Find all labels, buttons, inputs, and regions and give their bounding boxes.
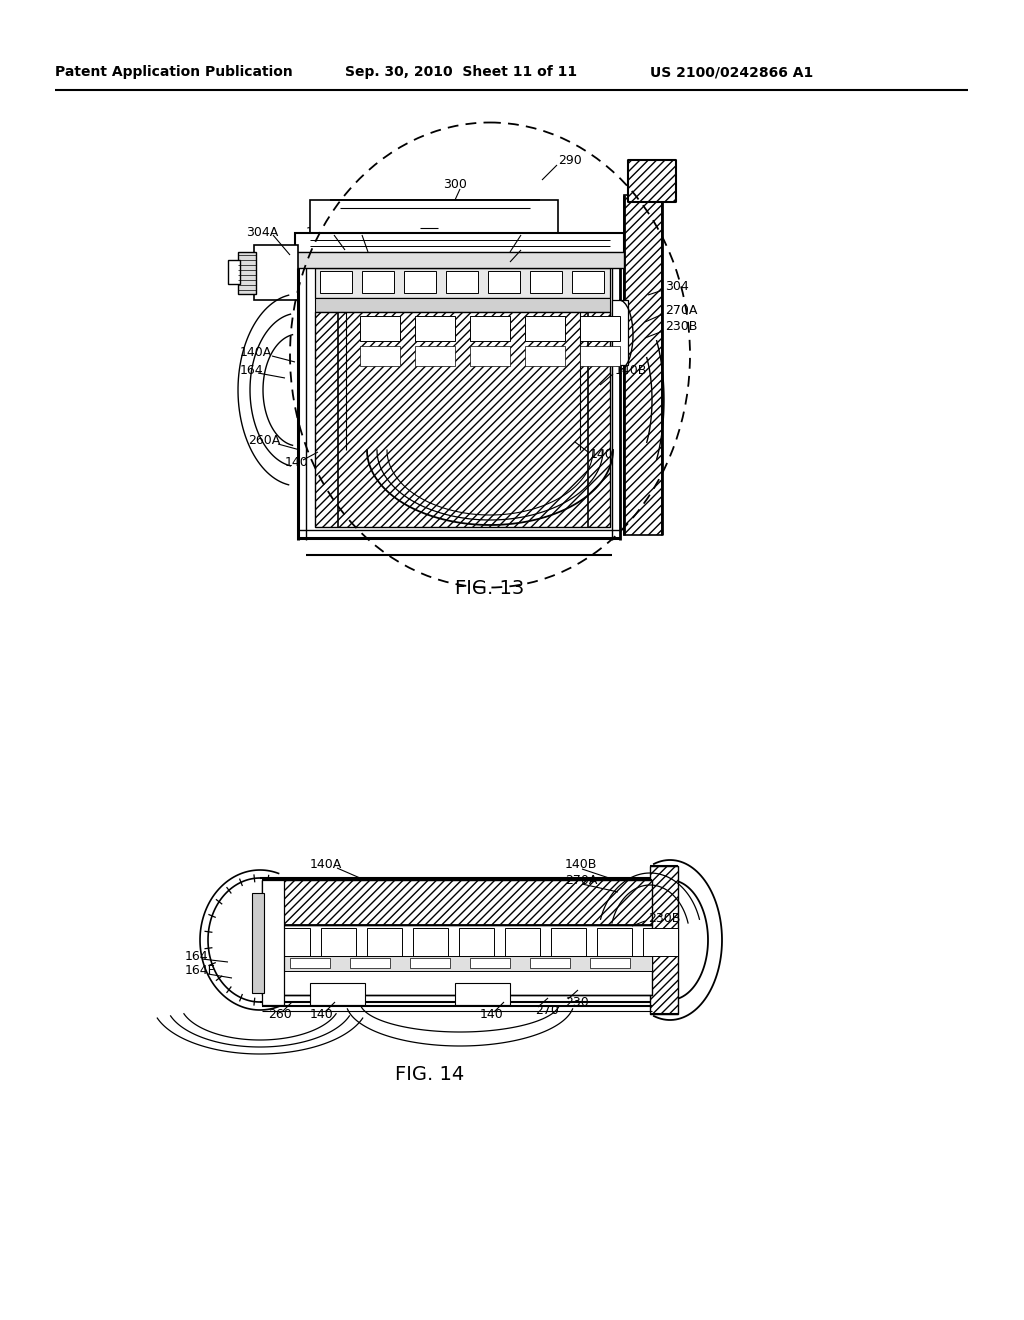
Bar [367,928,402,956]
Bar [612,300,628,366]
Text: 230: 230 [565,995,589,1008]
Bar [628,160,676,202]
Text: 164F: 164F [185,965,216,978]
Text: Patent Application Publication: Patent Application Publication [55,65,293,79]
Text: Sep. 30, 2010  Sheet 11 of 11: Sep. 30, 2010 Sheet 11 of 11 [345,65,578,79]
Text: 140: 140 [285,455,309,469]
Bar [315,268,610,298]
Bar [360,315,400,341]
Bar [262,956,652,972]
Text: 230: 230 [524,223,548,236]
Bar [228,260,240,284]
Bar [254,246,298,300]
Text: 140A: 140A [310,858,342,870]
Text: 270: 270 [535,1003,559,1016]
Text: 140B: 140B [615,363,647,376]
Bar [319,271,352,293]
Text: 140: 140 [480,1008,504,1022]
Bar [572,271,604,293]
Bar [530,271,562,293]
Bar [362,271,394,293]
Bar [315,298,610,312]
Text: 270A: 270A [565,874,597,887]
Bar [525,346,565,366]
Bar [295,234,624,253]
Bar [290,958,330,968]
Bar [415,315,455,341]
Bar [459,928,494,956]
Bar [455,983,510,1005]
Bar [262,880,284,1005]
Bar [295,252,624,268]
Bar [597,928,632,956]
Text: 230B: 230B [648,912,680,924]
Bar [410,958,450,968]
Bar [252,894,264,993]
Text: 260: 260 [268,1008,292,1022]
Text: 300: 300 [443,177,467,190]
Bar [505,928,540,956]
Bar [262,880,652,925]
Text: 140: 140 [310,1008,334,1022]
Text: 300A: 300A [385,222,418,235]
Text: 260A: 260A [248,433,281,446]
Bar [643,928,678,956]
Text: 304A: 304A [246,226,279,239]
Bar [321,928,356,956]
Bar [624,195,662,535]
Bar [238,252,256,294]
Text: 304: 304 [665,281,689,293]
Bar [525,315,565,341]
Text: 164: 164 [185,949,209,962]
Bar [530,958,570,968]
Text: 290: 290 [558,153,582,166]
Bar [590,958,630,968]
Bar [551,928,586,956]
Text: FIG. 13: FIG. 13 [456,578,524,598]
Bar [580,315,620,341]
Bar [580,346,620,366]
Polygon shape [310,201,558,234]
Bar [275,928,310,956]
Text: 230B: 230B [665,321,697,334]
Bar [404,271,436,293]
Bar [446,271,478,293]
Text: 270: 270 [524,239,548,252]
Bar [310,983,365,1005]
Text: 164: 164 [240,363,263,376]
Bar [470,315,510,341]
Bar [350,958,390,968]
Bar [415,346,455,366]
Text: 140A: 140A [240,346,272,359]
Text: 260: 260 [346,226,370,239]
Bar [413,928,449,956]
Bar [470,958,510,968]
Bar [650,866,678,1014]
Text: 270A: 270A [665,304,697,317]
Bar [315,312,610,527]
Bar [488,271,520,293]
Text: 164F: 164F [306,226,337,239]
Text: US 2100/0242866 A1: US 2100/0242866 A1 [650,65,813,79]
Bar [262,925,652,995]
Text: FIG. 14: FIG. 14 [395,1065,465,1085]
Text: 140: 140 [590,449,613,462]
Bar [360,346,400,366]
Text: 140B: 140B [565,858,597,870]
Bar [470,346,510,366]
